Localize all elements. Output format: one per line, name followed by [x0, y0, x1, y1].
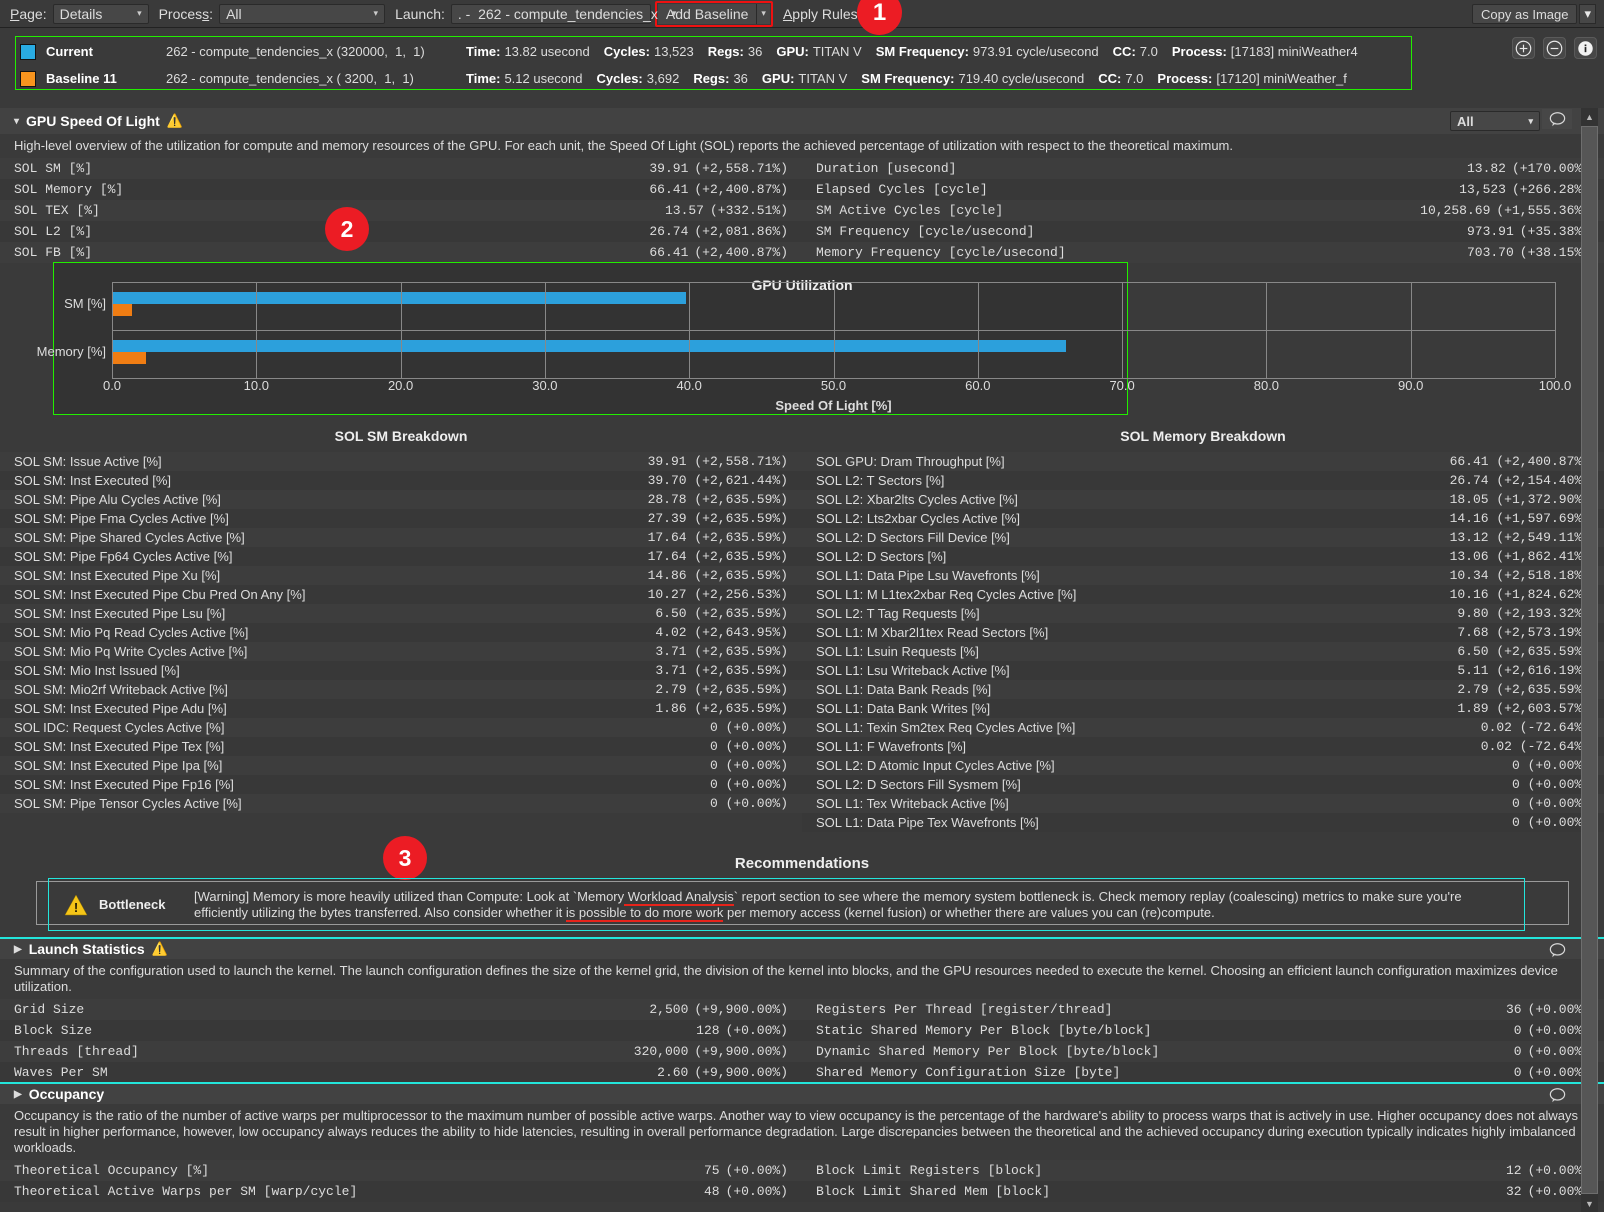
svg-text:!: !	[74, 900, 78, 915]
